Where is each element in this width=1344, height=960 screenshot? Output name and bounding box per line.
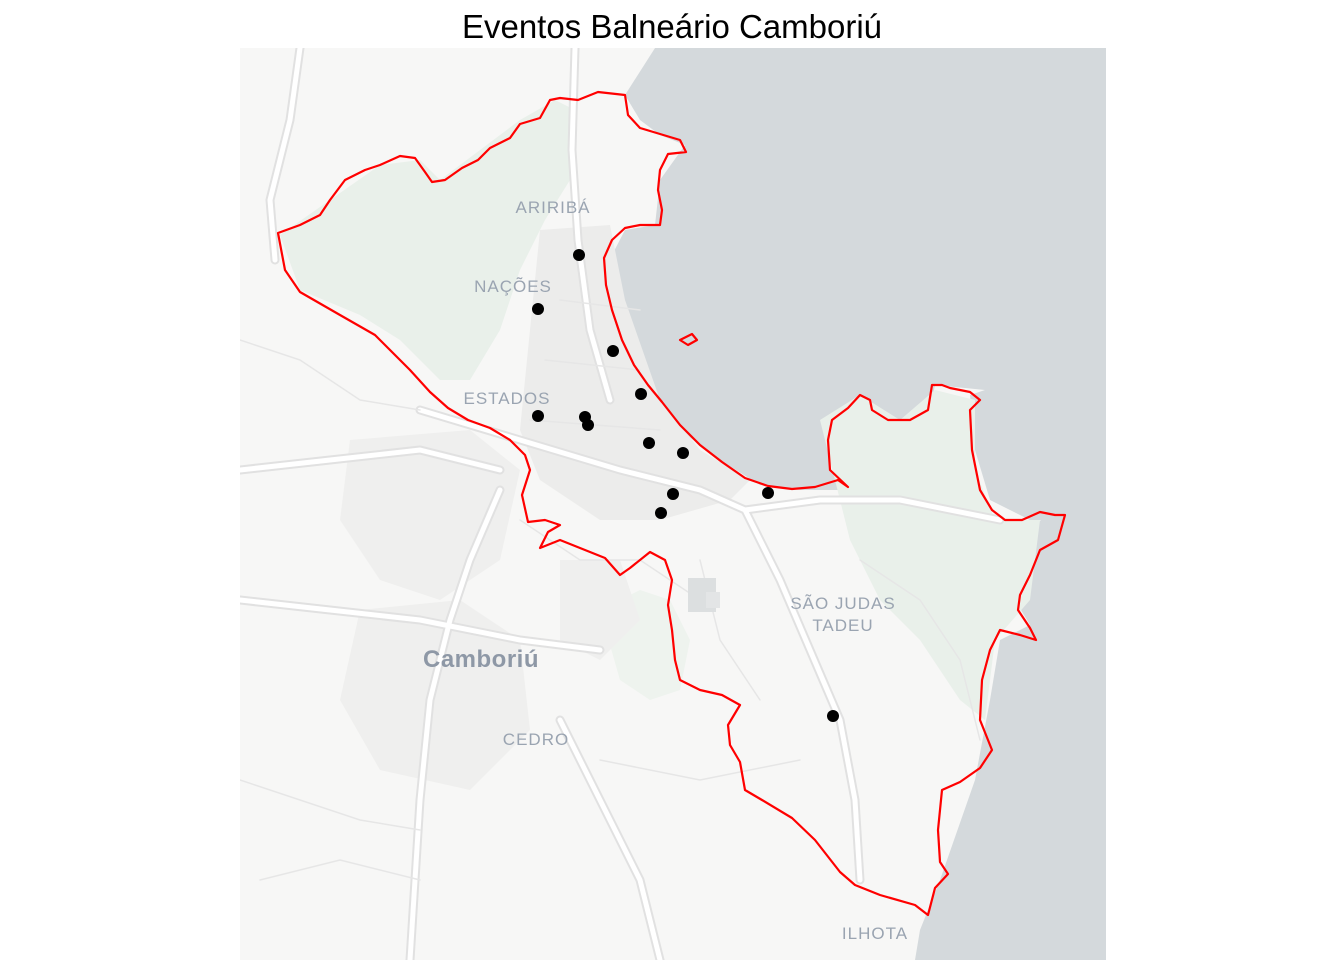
urban-area: [520, 225, 750, 520]
park-area: [820, 390, 1040, 720]
event-marker[interactable]: [582, 419, 594, 431]
boundary-outline: [276, 90, 1067, 917]
industrial-lot: [706, 592, 720, 608]
park-area: [280, 100, 575, 380]
event-marker[interactable]: [762, 487, 774, 499]
event-marker[interactable]: [635, 388, 647, 400]
event-marker[interactable]: [532, 303, 544, 315]
event-marker[interactable]: [827, 710, 839, 722]
place-labels: ARIRIBÁ NAÇÕES ESTADOS SÃO JUDAS TADEU C…: [423, 198, 908, 943]
event-marker[interactable]: [607, 345, 619, 357]
urban-area: [560, 560, 640, 660]
sea-area: [612, 48, 1106, 960]
map-title: Eventos Balneário Camboriú: [461, 8, 883, 45]
event-marker[interactable]: [532, 410, 544, 422]
label-aririba: ARIRIBÁ: [515, 198, 590, 217]
event-marker[interactable]: [677, 447, 689, 459]
municipal-boundary: [276, 90, 1067, 917]
label-sao-judas-line2: TADEU: [812, 616, 873, 635]
boundary-island: [678, 332, 699, 347]
label-sao-judas-line1: SÃO JUDAS: [790, 594, 895, 613]
label-camboriu: Camboriú: [423, 646, 539, 673]
label-cedro: CEDRO: [503, 730, 569, 749]
event-marker[interactable]: [655, 507, 667, 519]
event-marker[interactable]: [667, 488, 679, 500]
basemap: [240, 48, 1106, 960]
label-ilhota: ILHOTA: [842, 924, 908, 943]
label-nacoes: NAÇÕES: [474, 277, 552, 296]
event-markers: [532, 249, 839, 722]
event-marker[interactable]: [573, 249, 585, 261]
event-marker[interactable]: [643, 437, 655, 449]
road-network: [240, 48, 1005, 960]
label-estados: ESTADOS: [464, 389, 551, 408]
